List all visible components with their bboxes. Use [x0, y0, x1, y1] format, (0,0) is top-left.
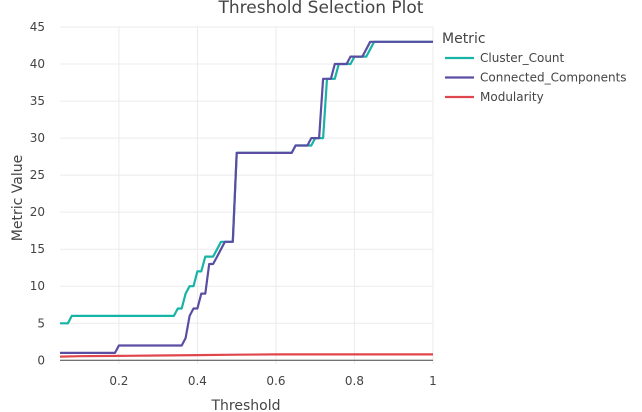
legend-label: Cluster_Count	[480, 51, 565, 65]
y-tick-labels: 0 5 10 15 20 25 30 35 40 45	[30, 20, 45, 367]
grid	[60, 26, 434, 364]
legend-label: Modularity	[480, 90, 544, 104]
y-tick-label: 10	[30, 279, 45, 293]
y-tick-label: 15	[30, 242, 45, 256]
legend-label: Connected_Components	[480, 71, 627, 85]
x-tick-label: 0.2	[109, 374, 128, 388]
x-axis-title: Threshold	[211, 398, 281, 412]
y-tick-label: 30	[30, 131, 45, 145]
x-tick-labels: 0.2 0.4 0.6 0.8 1	[109, 374, 436, 388]
chart-title: Threshold Selection Plot	[218, 0, 424, 18]
y-tick-label: 20	[30, 205, 45, 219]
x-tick-label: 1	[429, 374, 437, 388]
x-tick-label: 0.6	[266, 374, 285, 388]
legend: Metric Cluster_Count Connected_Components…	[442, 31, 627, 104]
y-tick-label: 5	[37, 316, 45, 330]
y-tick-label: 0	[37, 353, 45, 367]
series-line-cluster-count	[60, 40, 433, 325]
x-tick-label: 0.8	[345, 374, 364, 388]
series-line-modularity	[59, 353, 433, 358]
y-tick-label: 40	[30, 57, 45, 71]
y-tick-label: 45	[30, 20, 45, 34]
y-tick-label: 35	[30, 94, 45, 108]
x-tick-label: 0.4	[188, 374, 207, 388]
series-lines	[59, 40, 433, 358]
legend-title: Metric	[442, 31, 486, 47]
y-tick-label: 25	[30, 168, 45, 182]
y-axis-title: Metric Value	[10, 155, 26, 241]
series-line-connected-components	[60, 40, 433, 354]
